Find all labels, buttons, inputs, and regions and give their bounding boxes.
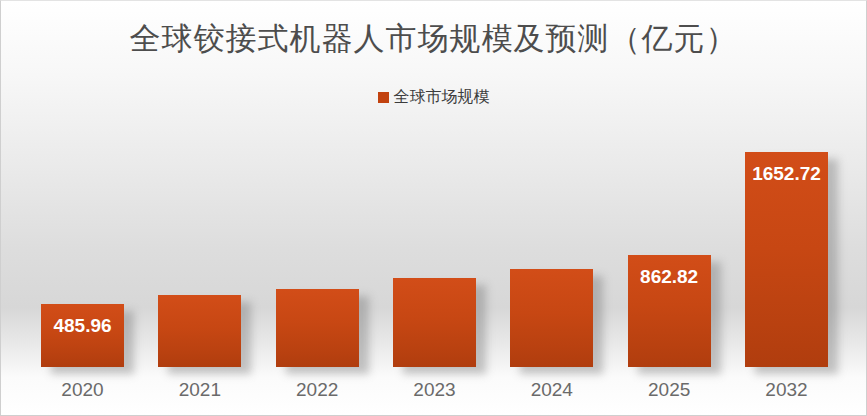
x-axis-label-2025: 2025 xyxy=(628,379,711,403)
legend-marker-icon xyxy=(378,92,389,103)
x-axis-label-2023: 2023 xyxy=(393,379,476,403)
bar-2021 xyxy=(158,295,241,367)
chart-canvas: 全球铰接式机器人市场规模及预测（亿元） 全球市场规模 485.96 862.82 1… xyxy=(0,0,867,416)
bar-2023 xyxy=(393,278,476,367)
x-axis-label-2021: 2021 xyxy=(158,379,241,403)
x-axis-label-2032: 2032 xyxy=(745,379,828,403)
bar-2022 xyxy=(276,289,359,367)
bar-value-label: 862.82 xyxy=(628,255,711,288)
x-axis-label-2020: 2020 xyxy=(41,379,124,403)
legend-label: 全球市场规模 xyxy=(394,87,490,108)
chart-title: 全球铰接式机器人市场规模及预测（亿元） xyxy=(1,18,866,60)
x-axis-label-2024: 2024 xyxy=(510,379,593,403)
bar-value-label: 1652.72 xyxy=(745,152,828,185)
plot-area: 485.96 862.82 1652.72 xyxy=(41,107,828,367)
legend: 全球市场规模 xyxy=(1,87,866,108)
bar-2032: 1652.72 xyxy=(745,152,828,367)
bar-value-label: 485.96 xyxy=(41,304,124,337)
x-axis-label-2022: 2022 xyxy=(276,379,359,403)
bar-2024 xyxy=(510,269,593,367)
bar-2025: 862.82 xyxy=(628,255,711,367)
bar-2020: 485.96 xyxy=(41,304,124,367)
x-axis: 2020 2021 2022 2023 2024 2025 2032 xyxy=(41,379,828,403)
